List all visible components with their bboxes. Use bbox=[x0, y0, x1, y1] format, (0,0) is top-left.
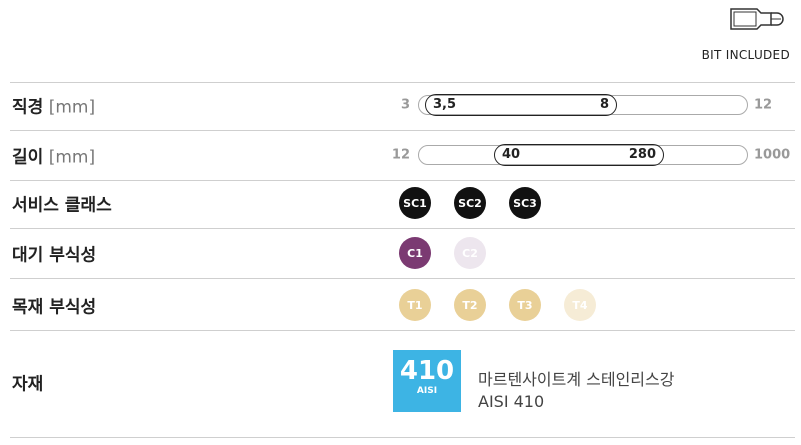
range-min: 12 bbox=[391, 147, 410, 163]
range-max: 12 bbox=[754, 97, 773, 113]
material-standard: AISI bbox=[416, 386, 438, 396]
range-high: 280 bbox=[628, 147, 656, 162]
material-tile: 410 AISI bbox=[393, 350, 461, 412]
row-label: 목재 부식성 bbox=[12, 293, 96, 318]
row-label: 자재 bbox=[12, 370, 43, 395]
row-divider bbox=[10, 130, 795, 131]
badge: T4 bbox=[564, 289, 596, 321]
label-text: 직경 bbox=[12, 97, 44, 118]
badge: SC3 bbox=[509, 187, 541, 219]
row-label: 대기 부식성 bbox=[12, 241, 96, 266]
label-text: 서비스 클래스 bbox=[12, 195, 112, 216]
range-track bbox=[418, 95, 748, 115]
row-divider bbox=[10, 228, 795, 229]
badge: C1 bbox=[399, 237, 431, 269]
row-divider bbox=[10, 330, 795, 331]
badge: T2 bbox=[454, 289, 486, 321]
label-text: 목재 부식성 bbox=[12, 297, 97, 318]
label-text: 자재 bbox=[12, 374, 44, 395]
row-divider bbox=[10, 278, 795, 279]
row-divider bbox=[10, 180, 795, 181]
badge: SC2 bbox=[454, 187, 486, 219]
label-text: 대기 부식성 bbox=[12, 245, 97, 266]
material-code: 410 bbox=[399, 356, 455, 386]
row-label: 길이 [mm] bbox=[12, 143, 95, 168]
range-high: 8 bbox=[599, 97, 609, 112]
material-name: 마르텐사이트계 스테인리스강 bbox=[478, 370, 675, 389]
row-divider bbox=[10, 437, 795, 438]
row-divider bbox=[10, 82, 795, 83]
badge: SC1 bbox=[399, 187, 431, 219]
unit: [mm] bbox=[48, 147, 96, 168]
range-min: 3 bbox=[400, 97, 410, 113]
badge: T3 bbox=[509, 289, 541, 321]
material-spec: AISI 410 bbox=[478, 392, 545, 411]
label-text: 길이 bbox=[12, 147, 44, 168]
unit: [mm] bbox=[48, 97, 96, 118]
badge: C2 bbox=[454, 237, 486, 269]
range-selected: 3,5 8 bbox=[425, 94, 617, 116]
row-label: 직경 [mm] bbox=[12, 93, 95, 118]
range-low: 40 bbox=[502, 147, 521, 162]
bit-icon bbox=[730, 8, 784, 30]
range-track bbox=[418, 145, 748, 165]
bit-included: BIT INCLUDED bbox=[701, 48, 790, 62]
range-selected: 40 280 bbox=[494, 144, 664, 166]
badge: T1 bbox=[399, 289, 431, 321]
range-low: 3,5 bbox=[433, 97, 457, 112]
range-max: 1000 bbox=[754, 147, 791, 163]
row-label: 서비스 클래스 bbox=[12, 191, 112, 216]
